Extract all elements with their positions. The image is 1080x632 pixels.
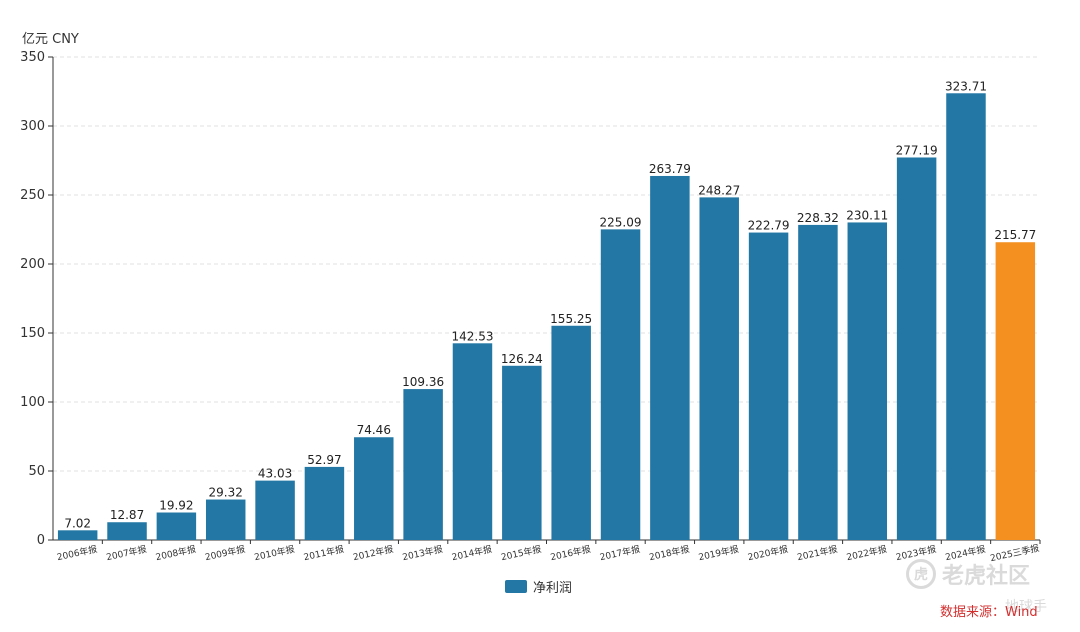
- y-tick-label: 300: [20, 119, 45, 134]
- data-label: 225.09: [600, 215, 642, 229]
- bar: [57, 530, 98, 540]
- bar: [699, 197, 739, 541]
- bar: [650, 175, 690, 541]
- bar: [205, 499, 246, 540]
- x-tick-label: 2015年报: [500, 543, 543, 563]
- bar: [107, 522, 147, 540]
- data-label: 142.53: [451, 329, 493, 343]
- tiger-logo-icon: 虎: [906, 559, 936, 589]
- bar: [403, 389, 443, 540]
- x-tick-label: 2013年报: [401, 543, 444, 563]
- data-label: 277.19: [896, 143, 938, 157]
- watermark-sub: 地球手: [1005, 599, 1047, 615]
- data-label: 52.97: [307, 453, 341, 467]
- bar: [798, 224, 838, 540]
- data-label: 12.87: [110, 508, 144, 522]
- data-label: 248.27: [698, 183, 740, 197]
- x-tick-label: 2007年报: [105, 543, 148, 563]
- bar: [847, 222, 888, 541]
- unit-label: 亿元 CNY: [22, 32, 79, 47]
- bar: [156, 512, 197, 540]
- data-label: 43.03: [258, 467, 292, 481]
- data-label: 109.36: [402, 375, 444, 389]
- data-label: 155.25: [550, 312, 592, 326]
- bar: [748, 232, 789, 540]
- legend-swatch: [505, 580, 527, 593]
- watermark-text: 老虎社区: [942, 564, 1031, 589]
- x-tick-label: 2008年报: [154, 543, 197, 563]
- data-label: 230.11: [846, 208, 888, 222]
- y-tick-label: 100: [20, 395, 45, 410]
- data-label: 263.79: [649, 162, 691, 176]
- source-note: 数据来源：Wind: [940, 605, 1038, 620]
- data-label: 19.92: [159, 499, 193, 513]
- bar: [946, 93, 986, 540]
- bar: [255, 480, 295, 540]
- x-tick-label: 2021年报: [796, 543, 839, 563]
- bar: [452, 343, 493, 540]
- data-label: 222.79: [748, 219, 790, 233]
- x-tick-label: 2022年报: [845, 543, 888, 563]
- legend-label: 净利润: [533, 581, 573, 596]
- x-tick-label: 2019年报: [697, 543, 740, 563]
- watermark: 虎 老虎社区: [906, 558, 1030, 590]
- data-label: 7.02: [64, 516, 91, 530]
- x-tick-label: 2006年报: [56, 543, 99, 563]
- data-label: 323.71: [945, 79, 987, 93]
- x-tick-label: 2016年报: [549, 543, 592, 563]
- y-tick-label: 150: [20, 326, 45, 341]
- data-label: 29.32: [209, 486, 243, 500]
- x-tick-label: 2011年报: [303, 543, 346, 563]
- y-tick-label: 50: [28, 464, 45, 479]
- data-label: 74.46: [357, 423, 391, 437]
- x-tick-label: 2009年报: [204, 543, 247, 563]
- y-tick-label: 200: [20, 257, 45, 272]
- bar: [354, 437, 394, 540]
- bar: [995, 242, 1036, 540]
- x-tick-label: 2014年报: [451, 543, 494, 563]
- x-tick-label: 2020年报: [747, 543, 790, 563]
- y-tick-label: 0: [37, 533, 45, 548]
- data-label: 228.32: [797, 211, 839, 225]
- data-label: 215.77: [994, 228, 1036, 242]
- y-tick-label: 250: [20, 188, 45, 203]
- bar: [502, 365, 542, 540]
- x-tick-label: 2018年报: [648, 543, 691, 563]
- bar: [304, 466, 345, 540]
- data-label: 126.24: [501, 352, 543, 366]
- bar: [896, 157, 937, 541]
- x-tick-label: 2017年报: [599, 543, 642, 563]
- bar: [551, 325, 591, 540]
- y-tick-label: 350: [20, 50, 45, 65]
- x-tick-label: 2012年报: [352, 543, 395, 563]
- legend[interactable]: 净利润: [505, 577, 572, 596]
- bar: [600, 229, 641, 540]
- x-tick-label: 2010年报: [253, 543, 296, 563]
